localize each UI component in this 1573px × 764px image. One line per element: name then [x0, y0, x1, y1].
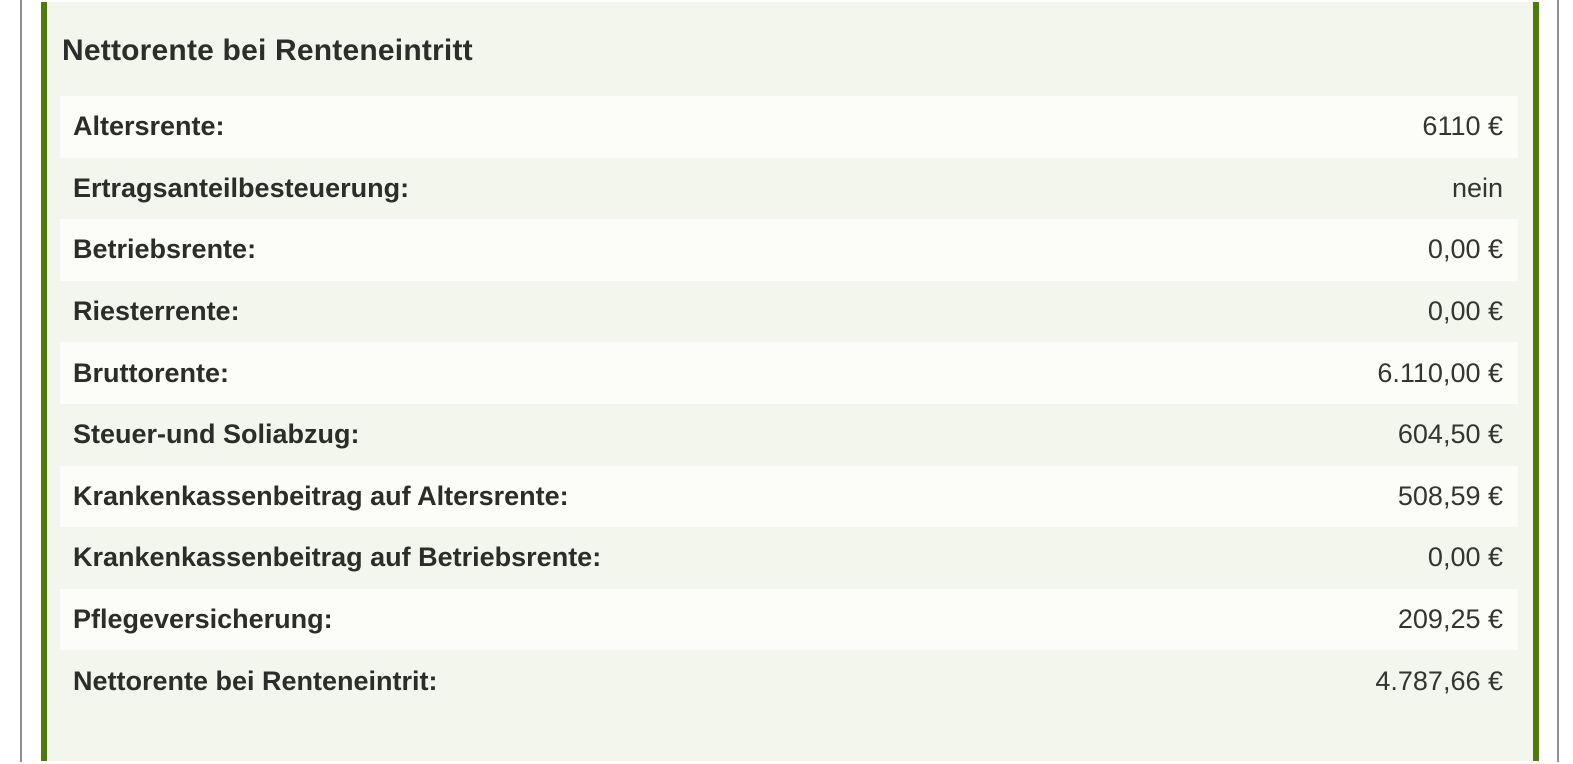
row-value: 6.110,00 €	[1377, 357, 1503, 388]
table-row: Ertragsanteilbesteuerung: nein	[60, 158, 1518, 220]
table-row: Nettorente bei Renteneintrit: 4.787,66 €	[60, 650, 1518, 712]
row-label: Betriebsrente:	[73, 234, 257, 265]
table-row: Pflegeversicherung: 209,25 €	[60, 588, 1518, 651]
row-value: 0,00 €	[1427, 296, 1503, 327]
table-row: Bruttorente: 6.110,00 €	[60, 342, 1518, 404]
table-row: Krankenkassenbeitrag auf Altersrente: 50…	[60, 465, 1518, 528]
row-label: Pflegeversicherung:	[73, 604, 333, 635]
table-row: Betriebsrente: 0,00 €	[60, 219, 1518, 281]
table-row: Krankenkassenbeitrag auf Betriebsrente: …	[60, 527, 1518, 589]
row-value: 0,00 €	[1427, 542, 1503, 573]
row-label: Krankenkassenbeitrag auf Betriebsrente:	[73, 542, 602, 573]
outer-frame-line-right	[1557, 0, 1559, 762]
outer-frame-line-left	[20, 0, 22, 762]
row-label: Ertragsanteilbesteuerung:	[73, 172, 410, 203]
row-value: 604,50 €	[1397, 419, 1503, 450]
row-value: 0,00 €	[1427, 234, 1503, 265]
table-row: Steuer-und Soliabzug: 604,50 €	[60, 404, 1518, 466]
page-title: Nettorente bei Renteneintritt	[62, 34, 473, 67]
row-label: Krankenkassenbeitrag auf Altersrente:	[73, 480, 569, 511]
row-value: 209,25 €	[1397, 604, 1503, 635]
table-row: Altersrente: 6110 €	[60, 96, 1518, 158]
row-label: Nettorente bei Renteneintrit:	[73, 665, 438, 696]
table-row: Riesterrente: 0,00 €	[60, 281, 1518, 343]
row-label: Steuer-und Soliabzug:	[73, 419, 360, 450]
row-label: Altersrente:	[73, 111, 225, 142]
results-panel: Nettorente bei Renteneintritt Altersrent…	[41, 2, 1539, 761]
row-label: Riesterrente:	[73, 296, 240, 327]
row-value: 6110 €	[1422, 111, 1503, 142]
row-value: 508,59 €	[1397, 480, 1503, 511]
results-table: Altersrente: 6110 € Ertragsanteilbesteue…	[60, 96, 1518, 712]
row-label: Bruttorente:	[73, 357, 229, 388]
row-value: nein	[1451, 172, 1503, 203]
row-value: 4.787,66 €	[1375, 665, 1503, 696]
